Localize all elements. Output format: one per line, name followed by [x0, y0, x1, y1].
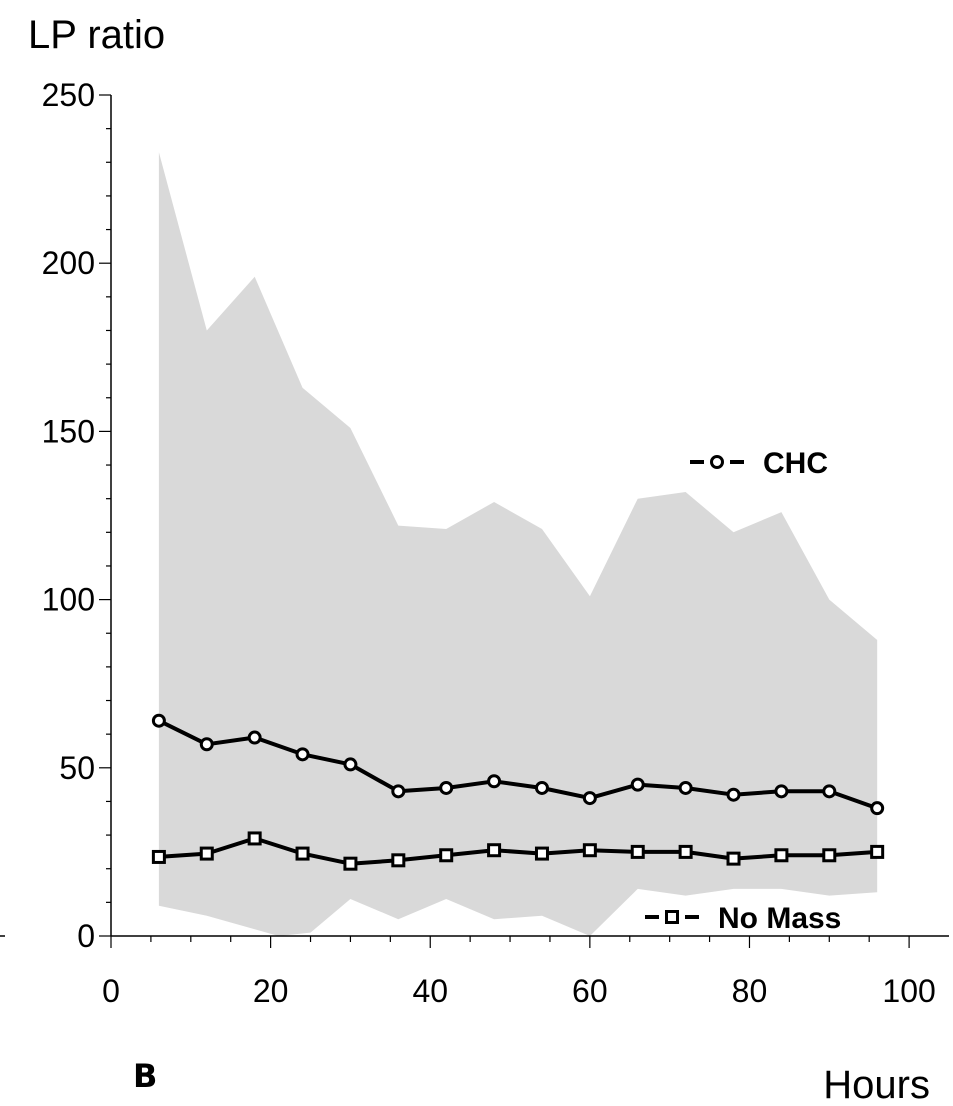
no-mass-point	[439, 848, 454, 863]
x-tick-label: 40	[412, 973, 448, 1009]
chc-point	[199, 737, 214, 752]
y-tick-label: 250	[42, 77, 95, 113]
chc-point	[343, 757, 358, 772]
y-tick-label: 100	[42, 582, 95, 618]
legend-marker	[710, 455, 724, 469]
x-tick-label: 100	[882, 973, 935, 1009]
legend-entry-no-mass: No Mass	[645, 902, 841, 935]
no-mass-point	[630, 844, 645, 859]
range-band-layer	[158, 152, 878, 936]
no-mass-point	[534, 846, 549, 861]
y-tick-label: 50	[59, 750, 95, 786]
chc-point	[295, 747, 310, 762]
no-mass-point	[774, 848, 789, 863]
no-mass-point	[295, 846, 310, 861]
chc-point	[439, 780, 454, 795]
series-layer	[151, 713, 885, 871]
x-tick-label: 20	[253, 973, 289, 1009]
no-mass-point	[582, 843, 597, 858]
chc-point	[726, 787, 741, 802]
chc-point	[391, 784, 406, 799]
chc-point	[870, 801, 885, 816]
no-mass-point	[391, 853, 406, 868]
chc-point	[247, 730, 262, 745]
chc-point	[151, 713, 166, 728]
no-mass-point	[343, 856, 358, 871]
x-axis-title: Hours	[823, 1063, 930, 1106]
legend: CHC No Mass	[645, 447, 841, 935]
no-mass-point	[199, 846, 214, 861]
x-tick-label: 80	[732, 973, 768, 1009]
chc-point	[534, 780, 549, 795]
range-band	[158, 152, 878, 936]
y-axis-title: LP ratio	[28, 13, 165, 57]
no-mass-point	[870, 844, 885, 859]
legend-label: No Mass	[718, 902, 841, 935]
no-mass-point	[822, 848, 837, 863]
series-no-mass	[151, 831, 885, 871]
chc-point	[822, 784, 837, 799]
axes: 0 50 100 150 200 250 0 20 40 60 80 100	[0, 77, 949, 1009]
legend-marker	[665, 910, 679, 924]
y-tick-label: 0	[77, 918, 95, 954]
x-tick-label: 0	[102, 973, 120, 1009]
legend-label: CHC	[763, 447, 828, 480]
no-mass-point	[726, 851, 741, 866]
y-tick-label: 150	[42, 413, 95, 449]
chc-point	[774, 784, 789, 799]
panel-label: B	[133, 1057, 157, 1095]
y-tick-label: 200	[42, 245, 95, 281]
legend-entry-chc: CHC	[690, 447, 828, 480]
no-mass-point	[678, 844, 693, 859]
chc-point	[630, 777, 645, 792]
no-mass-point	[151, 849, 166, 864]
chc-line	[158, 718, 878, 811]
no-mass-point	[487, 843, 502, 858]
chc-point	[487, 774, 502, 789]
chc-point	[678, 780, 693, 795]
chc-point	[582, 791, 597, 806]
no-mass-point	[247, 831, 262, 846]
no-mass-line	[158, 836, 878, 866]
x-tick-label: 60	[572, 973, 608, 1009]
series-chc	[151, 713, 885, 816]
